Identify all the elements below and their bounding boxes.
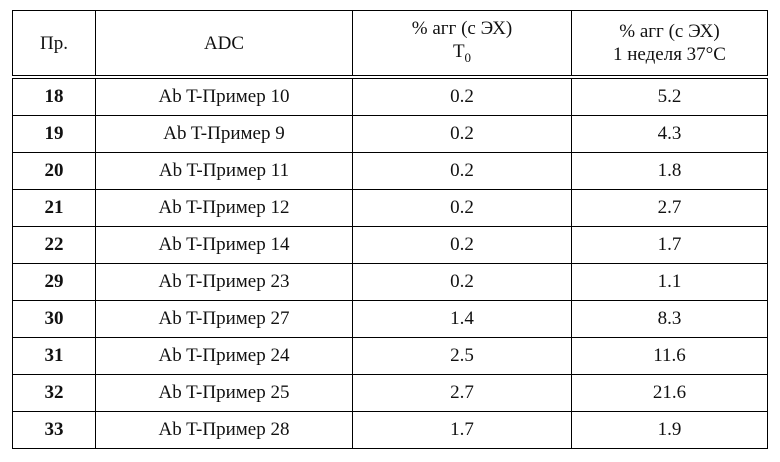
header-text: % агг (с ЭХ) — [412, 18, 512, 39]
table-cell: Ab T-Пример 25 — [96, 375, 353, 412]
table-row: 30Ab T-Пример 271.48.3 — [13, 301, 768, 338]
table-cell: Ab T-Пример 12 — [96, 190, 353, 227]
table-cell: 8.3 — [572, 301, 768, 338]
table-cell: 21.6 — [572, 375, 768, 412]
header-row: Пр.ADC% агг (с ЭХ)T0% агг (с ЭХ)1 неделя… — [13, 11, 768, 78]
table-cell: 1.7 — [353, 412, 572, 449]
table-cell: 2.7 — [572, 190, 768, 227]
example-number: 31 — [13, 338, 96, 375]
table-cell: 1.9 — [572, 412, 768, 449]
header-text: ADC — [204, 33, 244, 54]
header-text: Пр. — [40, 33, 68, 54]
table-cell: 1.4 — [353, 301, 572, 338]
example-number: 33 — [13, 412, 96, 449]
example-number: 18 — [13, 77, 96, 116]
table-cell: Ab T-Пример 11 — [96, 153, 353, 190]
table-cell: 2.5 — [353, 338, 572, 375]
table-cell: Ab T-Пример 24 — [96, 338, 353, 375]
table-row: 29Ab T-Пример 230.21.1 — [13, 264, 768, 301]
example-number: 30 — [13, 301, 96, 338]
table-cell: 0.2 — [353, 116, 572, 153]
header-cell: % агг (с ЭХ)1 неделя 37°C — [572, 11, 768, 78]
table-row: 22Ab T-Пример 140.21.7 — [13, 227, 768, 264]
table-row: 33Ab T-Пример 281.71.9 — [13, 412, 768, 449]
header-cell: ADC — [96, 11, 353, 78]
table-cell: Ab T-Пример 27 — [96, 301, 353, 338]
table-cell: 1.8 — [572, 153, 768, 190]
header-subscript: 0 — [465, 50, 472, 65]
header-cell: % агг (с ЭХ)T0 — [353, 11, 572, 78]
example-number: 29 — [13, 264, 96, 301]
table-body: 18Ab T-Пример 100.25.219Ab T-Пример 90.2… — [13, 77, 768, 449]
table-row: 20Ab T-Пример 110.21.8 — [13, 153, 768, 190]
example-number: 21 — [13, 190, 96, 227]
table-cell: Ab T-Пример 23 — [96, 264, 353, 301]
table-row: 21Ab T-Пример 120.22.7 — [13, 190, 768, 227]
example-number: 22 — [13, 227, 96, 264]
table-cell: 2.7 — [353, 375, 572, 412]
table-row: 32Ab T-Пример 252.721.6 — [13, 375, 768, 412]
table-header: Пр.ADC% агг (с ЭХ)T0% агг (с ЭХ)1 неделя… — [13, 11, 768, 78]
page: Пр.ADC% агг (с ЭХ)T0% агг (с ЭХ)1 неделя… — [0, 0, 780, 462]
header-text: T — [453, 41, 465, 62]
table-cell: Ab T-Пример 28 — [96, 412, 353, 449]
example-number: 20 — [13, 153, 96, 190]
example-number: 19 — [13, 116, 96, 153]
table-row: 18Ab T-Пример 100.25.2 — [13, 77, 768, 116]
data-table: Пр.ADC% агг (с ЭХ)T0% агг (с ЭХ)1 неделя… — [12, 10, 768, 449]
table-cell: 0.2 — [353, 227, 572, 264]
header-text: 1 неделя 37°C — [613, 44, 726, 65]
header-text: % агг (с ЭХ) — [619, 21, 719, 42]
header-cell: Пр. — [13, 11, 96, 78]
table-cell: 0.2 — [353, 264, 572, 301]
table-cell: 0.2 — [353, 153, 572, 190]
table-cell: 0.2 — [353, 77, 572, 116]
table-cell: 1.1 — [572, 264, 768, 301]
table-row: 31Ab T-Пример 242.511.6 — [13, 338, 768, 375]
table-row: 19Ab T-Пример 90.24.3 — [13, 116, 768, 153]
table-cell: 0.2 — [353, 190, 572, 227]
table-cell: 4.3 — [572, 116, 768, 153]
table-cell: 1.7 — [572, 227, 768, 264]
example-number: 32 — [13, 375, 96, 412]
table-cell: Ab T-Пример 10 — [96, 77, 353, 116]
table-cell: 5.2 — [572, 77, 768, 116]
table-cell: Ab T-Пример 9 — [96, 116, 353, 153]
table-cell: Ab T-Пример 14 — [96, 227, 353, 264]
table-cell: 11.6 — [572, 338, 768, 375]
